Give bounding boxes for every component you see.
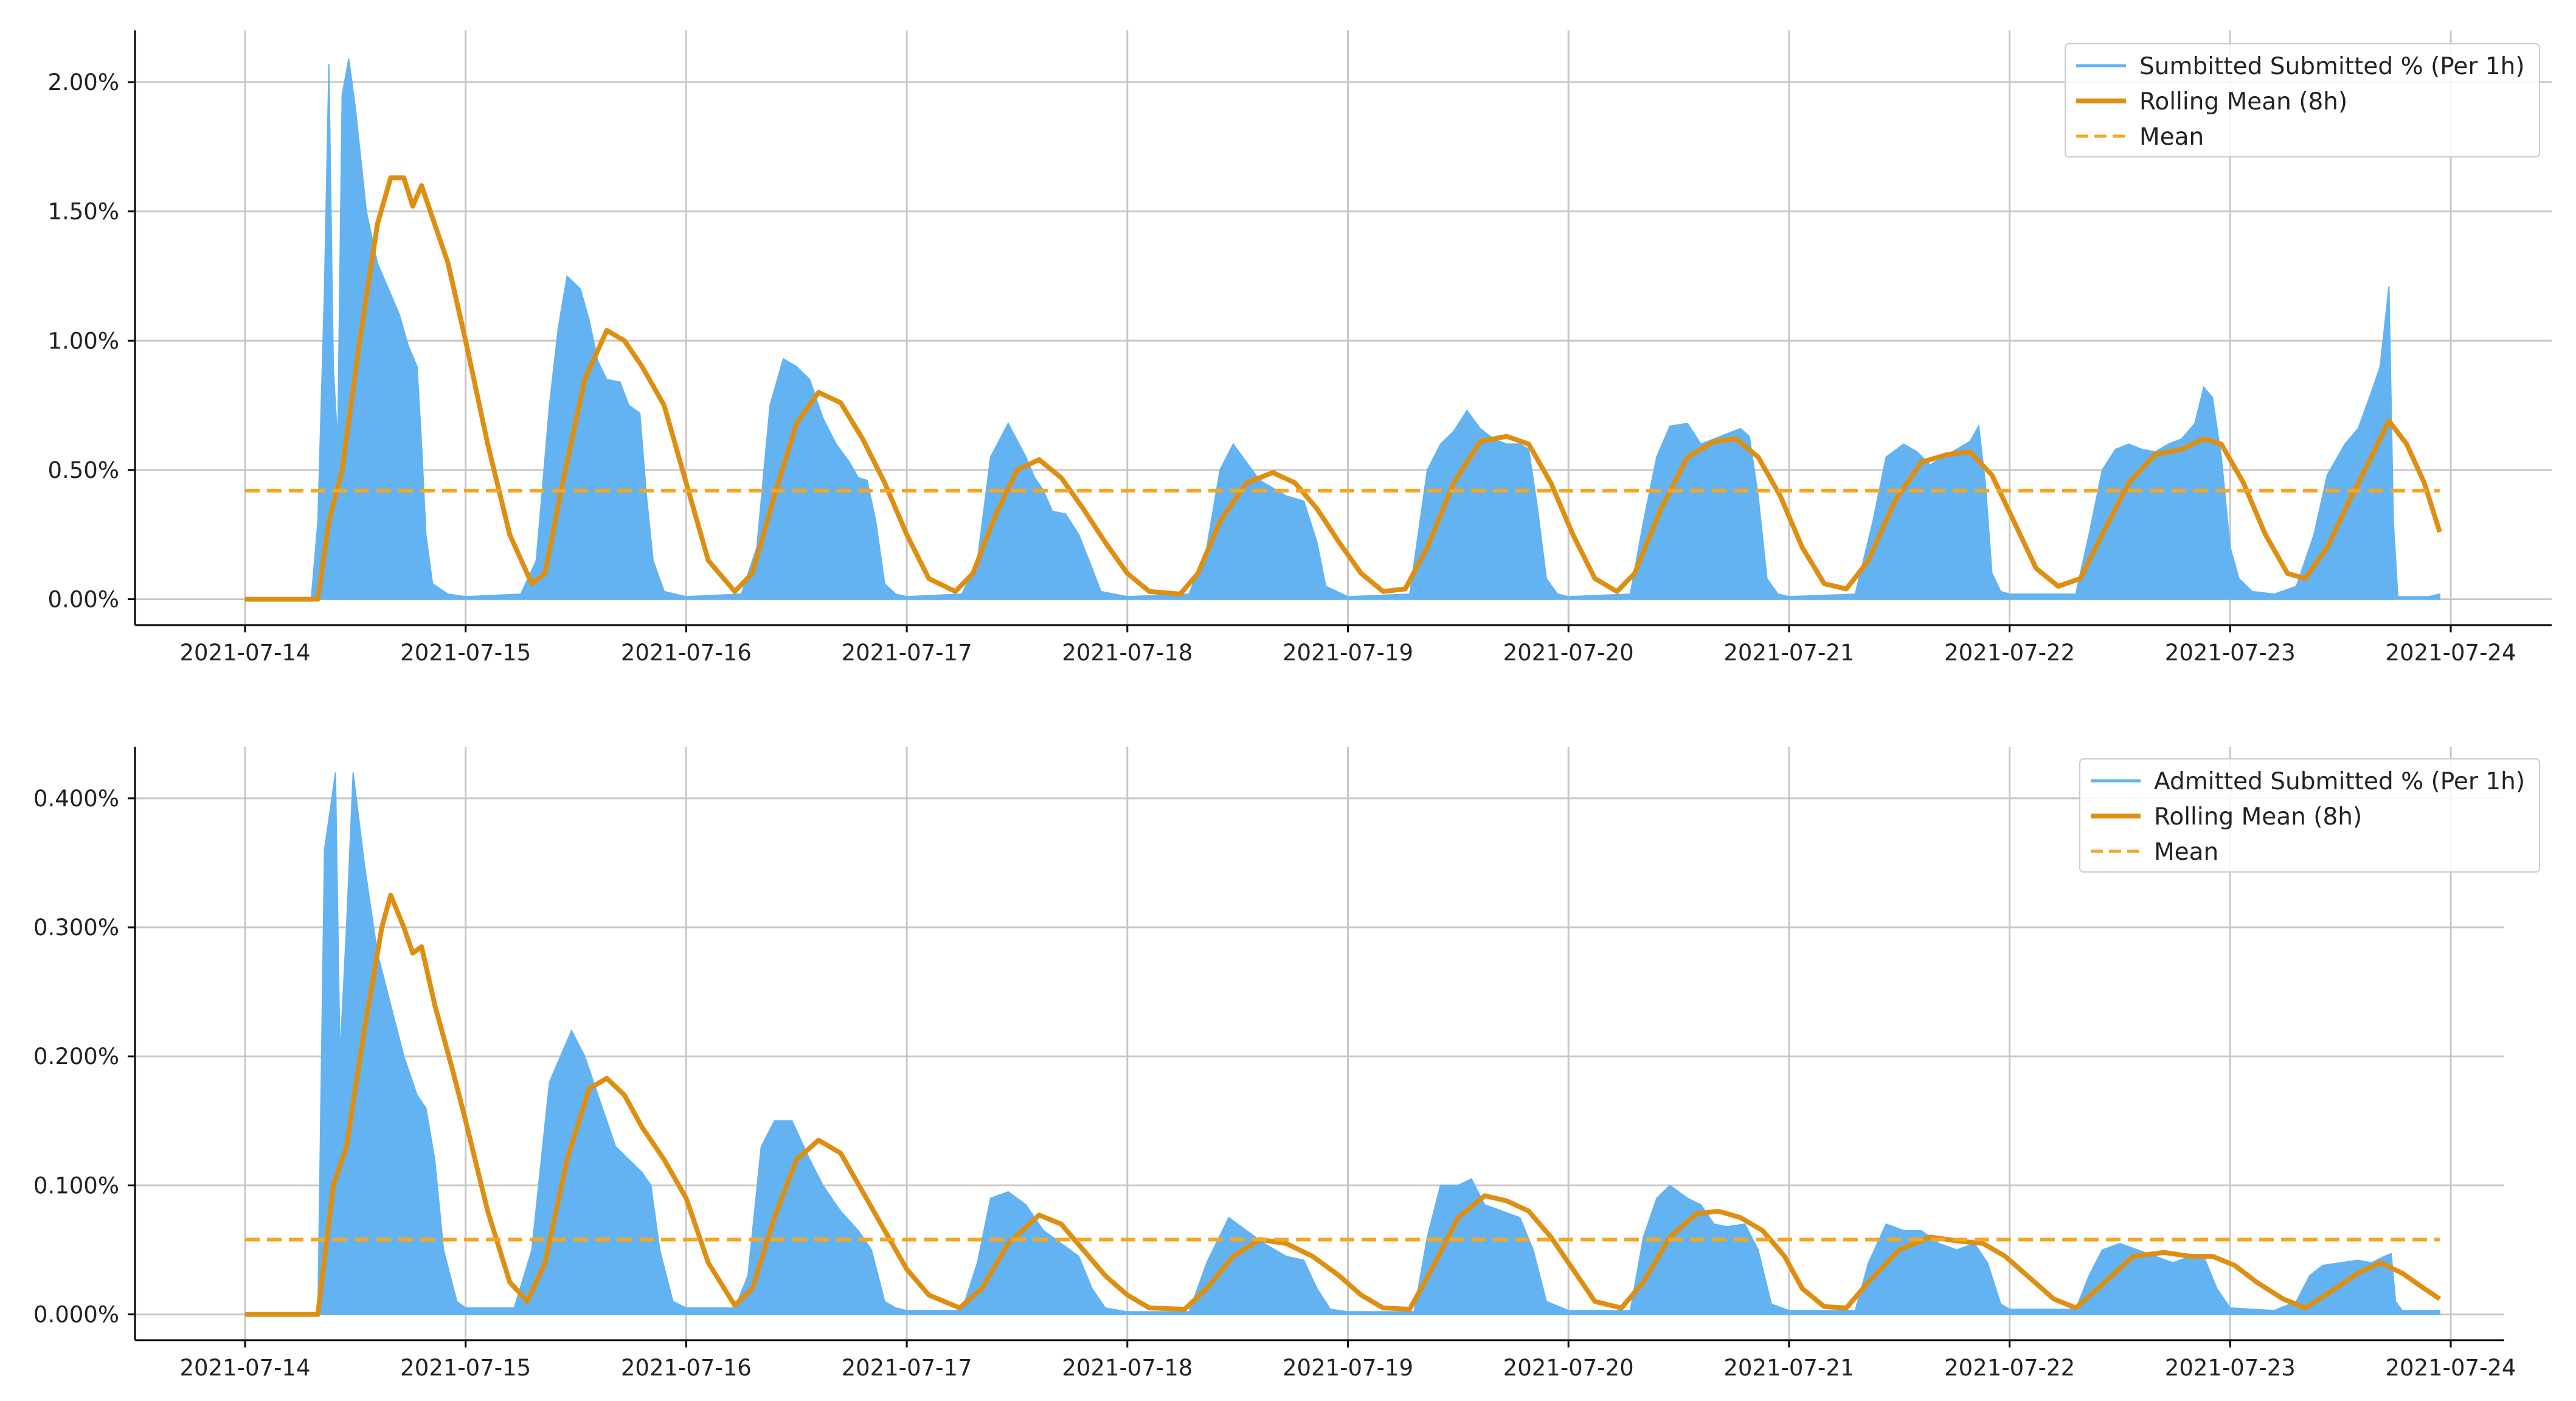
- x-tick-label: 2021-07-21: [1723, 640, 1854, 666]
- x-tick-label: 2021-07-21: [1723, 1355, 1854, 1381]
- series-area: [244, 58, 2440, 600]
- y-tick-label: 0.400%: [33, 786, 119, 812]
- legend-label: Rolling Mean (8h): [2139, 88, 2347, 116]
- x-tick-label: 2021-07-16: [621, 640, 752, 666]
- x-tick-label: 2021-07-14: [179, 1355, 310, 1381]
- x-tick-label: 2021-07-22: [1944, 640, 2075, 666]
- legend-label: Mean: [2154, 839, 2218, 866]
- x-tick-label: 2021-07-20: [1503, 1355, 1634, 1381]
- legend-label: Sumbitted Submitted % (Per 1h): [2139, 53, 2525, 80]
- x-tick-label: 2021-07-20: [1503, 640, 1634, 666]
- x-tick-label: 2021-07-14: [179, 640, 310, 666]
- legend-label: Admitted Submitted % (Per 1h): [2154, 768, 2525, 795]
- series-rolling-mean-line: [245, 893, 2442, 1317]
- y-tick-label: 0.200%: [33, 1043, 119, 1070]
- y-tick-label: 0.300%: [33, 915, 119, 941]
- legend-box: [2079, 758, 2540, 873]
- x-tick-label: 2021-07-17: [842, 1355, 972, 1381]
- x-tick-label: 2021-07-23: [2165, 640, 2296, 666]
- x-tick-label: 2021-07-24: [2385, 640, 2516, 666]
- legend-label: Mean: [2139, 123, 2204, 151]
- x-tick-label: 2021-07-15: [400, 640, 531, 666]
- y-tick-label: 1.50%: [47, 199, 119, 225]
- legend-box: [2065, 43, 2540, 157]
- series-area: [244, 772, 2440, 1315]
- y-tick-label: 0.00%: [47, 586, 119, 612]
- series-rolling-mean-line: [245, 175, 2442, 602]
- legend-label: Rolling Mean (8h): [2154, 803, 2362, 831]
- chart-admitted: 0.000% 0.100% 0.200% 0.300% 0.400% 2021-07-14…: [33, 747, 2540, 1381]
- chart-submitted: 0.00% 0.50% 1.00% 1.50% 2.00% 2021-07-14 2021-…: [47, 30, 2552, 666]
- x-tick-label: 2021-07-18: [1062, 1355, 1193, 1381]
- y-tick-label: 0.000%: [33, 1302, 119, 1328]
- x-tick-label: 2021-07-22: [1944, 1355, 2075, 1381]
- x-tick-label: 2021-07-24: [2385, 1355, 2516, 1381]
- x-tick-label: 2021-07-18: [1062, 640, 1193, 666]
- x-tick-label: 2021-07-16: [621, 1355, 752, 1381]
- x-tick-label: 2021-07-15: [400, 1355, 531, 1381]
- x-tick-label: 2021-07-19: [1283, 1355, 1413, 1381]
- y-tick-label: 2.00%: [47, 69, 119, 95]
- y-tick-label: 1.00%: [47, 328, 119, 354]
- y-tick-label: 0.50%: [47, 457, 119, 483]
- x-tick-label: 2021-07-23: [2165, 1355, 2296, 1381]
- x-tick-label: 2021-07-17: [842, 640, 972, 666]
- y-tick-label: 0.100%: [33, 1172, 119, 1199]
- x-tick-label: 2021-07-19: [1283, 640, 1413, 666]
